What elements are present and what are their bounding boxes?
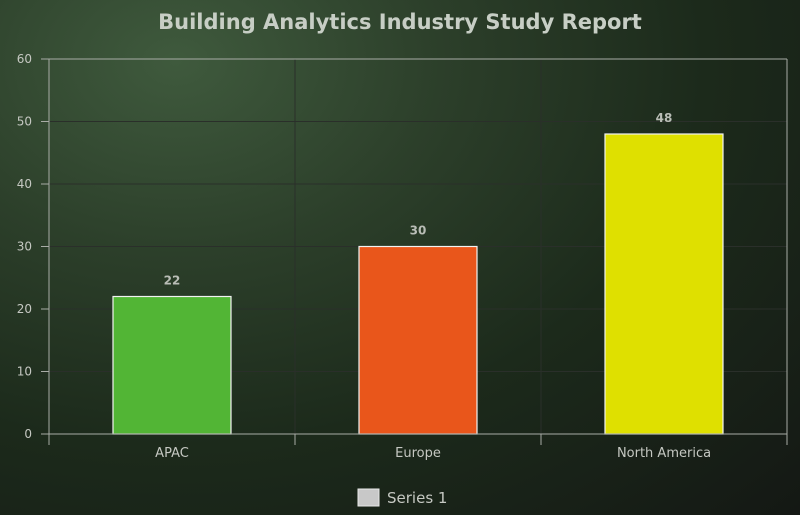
y-tick-label: 30 (17, 240, 32, 254)
chart-title: Building Analytics Industry Study Report (158, 10, 642, 34)
bar-apac[interactable] (112, 295, 232, 435)
legend-label[interactable]: Series 1 (387, 489, 447, 507)
y-tick-label: 50 (17, 115, 32, 129)
legend-swatch[interactable] (357, 488, 380, 507)
y-tick-label: 40 (17, 177, 32, 191)
bars (112, 133, 724, 435)
y-tick-label: 60 (17, 52, 32, 66)
x-category-label: APAC (155, 446, 189, 461)
x-category-label: Europe (395, 446, 441, 461)
y-tick-label: 20 (17, 302, 32, 316)
labels: 0 10 20 30 40 50 60 22 APAC 30 Europe 48 North Ameri… (17, 52, 711, 461)
y-tick-label: 10 (17, 365, 32, 379)
legend[interactable]: Series 1 (357, 488, 447, 507)
bar-north-america[interactable] (604, 133, 724, 435)
x-category-label: North America (617, 446, 711, 461)
data-label: 22 (164, 274, 181, 288)
bar-europe[interactable] (358, 245, 478, 435)
data-label: 30 (410, 224, 427, 238)
axes (41, 58, 788, 445)
data-label: 48 (656, 111, 673, 125)
y-tick-label: 0 (24, 427, 32, 441)
